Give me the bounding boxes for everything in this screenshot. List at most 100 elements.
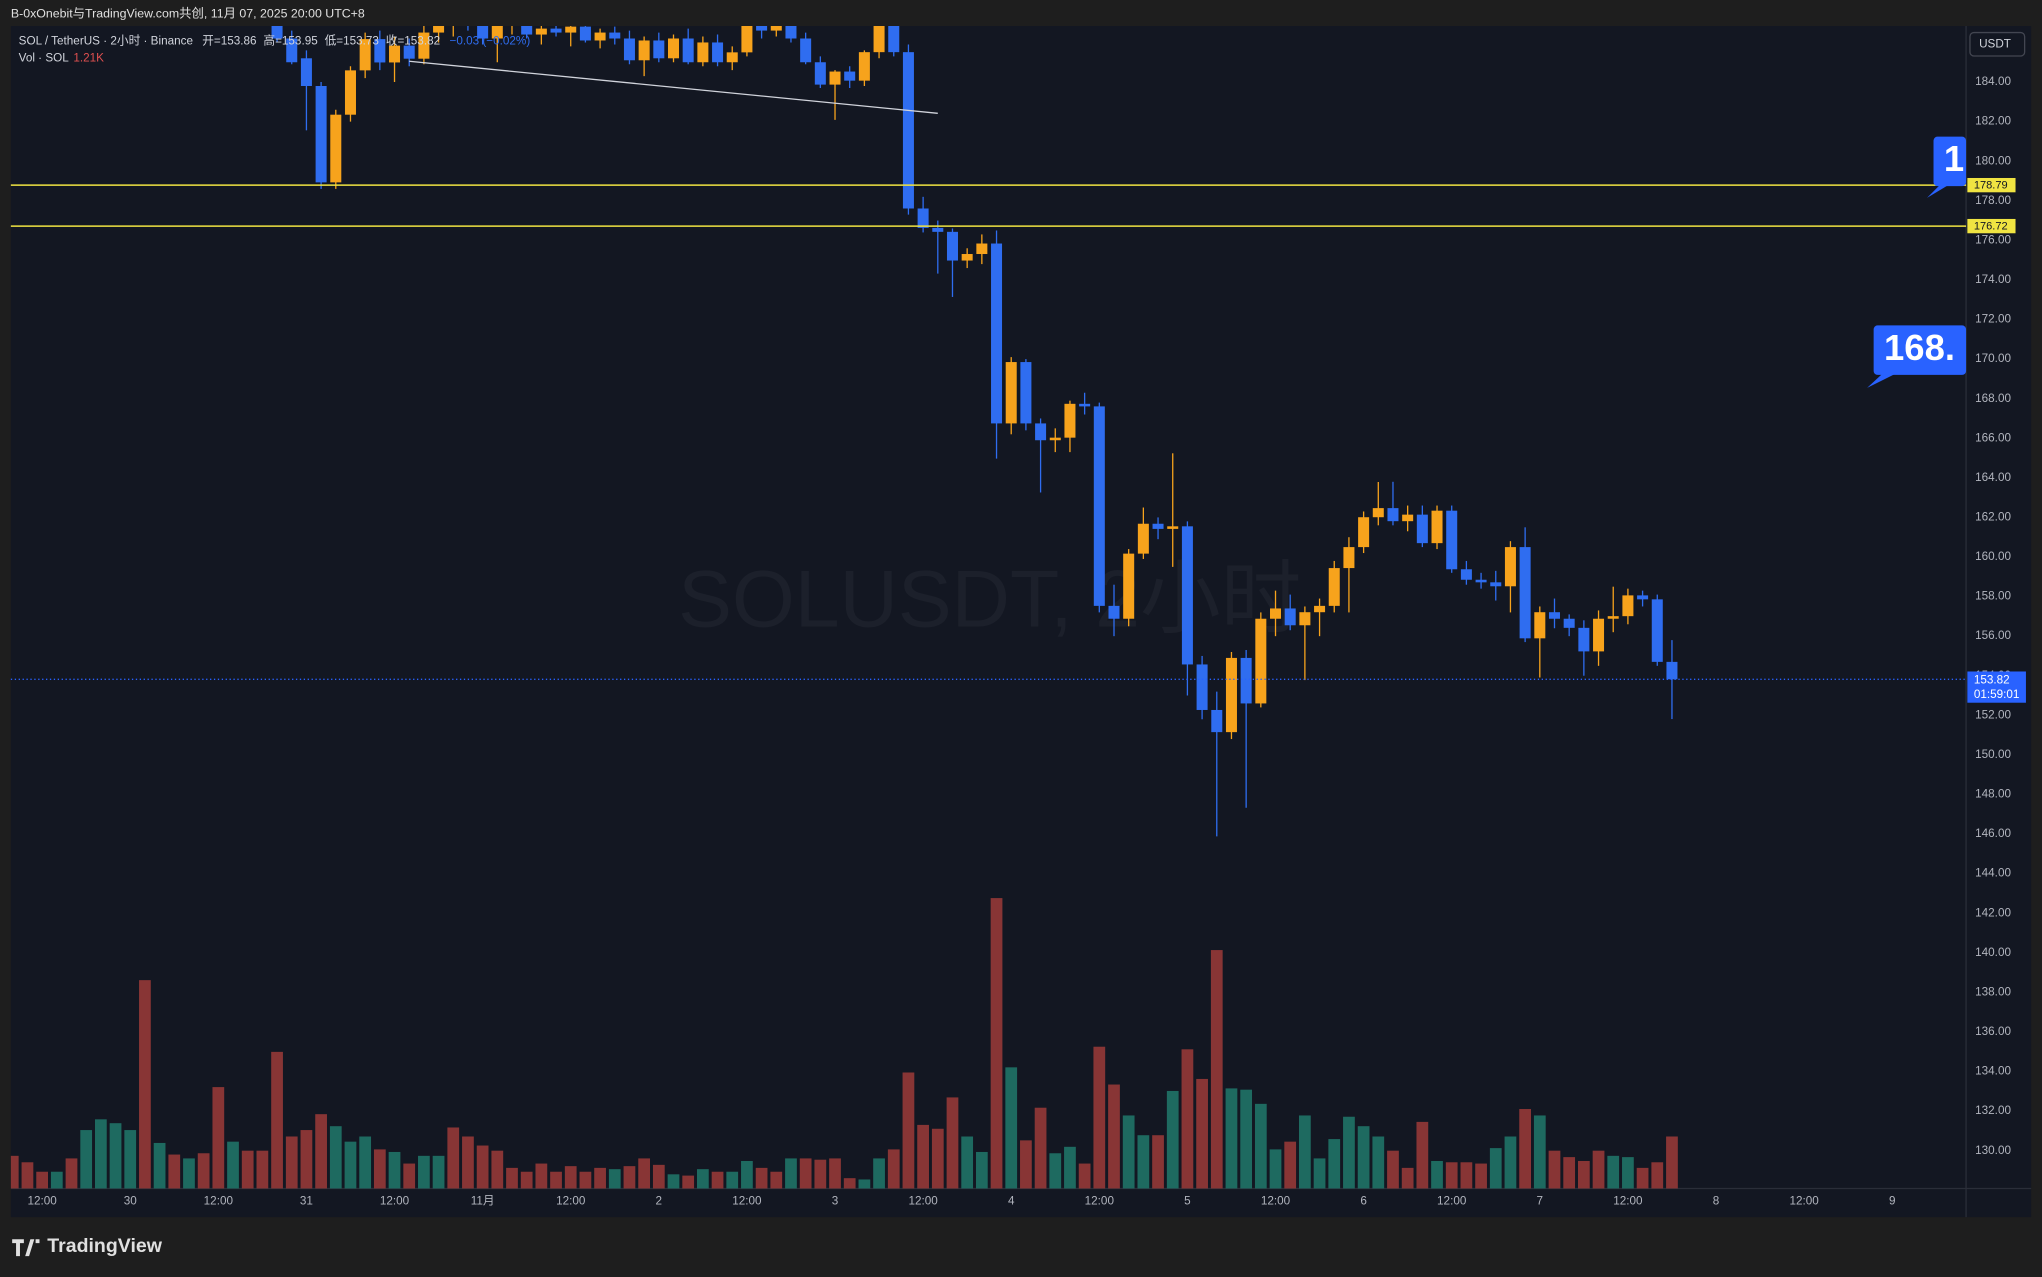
volume-bar [1181, 1049, 1194, 1189]
legend-symbol: SOL / TetherUS · 2小时 · Binance [19, 35, 193, 48]
candle-body [756, 26, 768, 31]
candle-body [1064, 403, 1076, 438]
volume-bar [1269, 1149, 1282, 1189]
volume-bar [755, 1167, 768, 1189]
candle-body [741, 26, 753, 53]
volume-bar [931, 1128, 944, 1189]
candle-body [1372, 508, 1384, 518]
candle-body [565, 26, 577, 33]
volume-bar [1666, 1136, 1678, 1189]
header-title: B-0xOnebit与TradingView.com共创, 11月 07, 20… [11, 7, 365, 21]
volume-bar [1137, 1135, 1150, 1189]
candle-body [389, 45, 401, 63]
volume-bar [990, 898, 1003, 1189]
legend-close: 收=153.82 [386, 34, 440, 48]
candle-body [359, 39, 371, 71]
x-tick-label: 2 [656, 1195, 663, 1208]
y-tick-label: 132.00 [1975, 1104, 2011, 1117]
currency-label[interactable]: USDT [1979, 37, 2011, 50]
currency-button[interactable] [1969, 31, 2026, 57]
volume-bar [1622, 1157, 1634, 1189]
volume-bar [814, 1159, 827, 1189]
candle-body [477, 26, 489, 39]
x-tick-label: 12:00 [1789, 1195, 1819, 1208]
volume-bar [1284, 1141, 1297, 1189]
x-tick-label: 12:00 [1085, 1195, 1115, 1208]
candle-body [1578, 627, 1590, 652]
y-tick-label: 146.00 [1975, 827, 2011, 840]
volume-bar [1299, 1115, 1311, 1189]
candle-body [1328, 568, 1340, 606]
volume-bar [1064, 1146, 1076, 1189]
candle-body [300, 58, 312, 86]
candle-body [902, 52, 914, 209]
volume-bar [1108, 1084, 1120, 1189]
volume-bar [1343, 1116, 1355, 1189]
volume-bar [36, 1171, 49, 1189]
volume-bar [946, 1097, 959, 1189]
volume-bar [432, 1155, 445, 1189]
y-tick-label: 144.00 [1975, 867, 2011, 880]
volume-bar [1548, 1150, 1561, 1189]
y-tick-label: 176.00 [1975, 233, 2011, 246]
volume-bar [256, 1150, 269, 1189]
candle-body [946, 231, 958, 261]
volume-bar [1416, 1121, 1429, 1189]
volume-bar [1093, 1046, 1106, 1189]
volume-bar [1445, 1162, 1458, 1189]
volume-bar [1636, 1167, 1649, 1189]
y-tick-label: 182.00 [1975, 115, 2011, 128]
brand: TradingView [47, 1235, 162, 1257]
x-tick-label: 12:00 [732, 1195, 762, 1208]
volume-bar [799, 1158, 812, 1189]
level-tag [1967, 218, 2016, 234]
volume-bar [476, 1145, 489, 1189]
volume-bar [315, 1114, 327, 1189]
candle-body [1123, 553, 1135, 619]
y-tick-label: 142.00 [1975, 906, 2011, 919]
volume-bar [1387, 1150, 1399, 1189]
legend-open: 开=153.86 [202, 35, 256, 48]
candle-body [1548, 612, 1560, 619]
chart-area [10, 26, 2032, 1218]
volume-bar [183, 1158, 195, 1189]
y-tick-label: 174.00 [1975, 273, 2011, 286]
legend-volume: Vol · SOL [19, 52, 70, 65]
volume-bar [917, 1124, 929, 1189]
x-tick-label: 30 [124, 1195, 138, 1208]
volume-bar [109, 1123, 122, 1189]
volume-bar [241, 1150, 254, 1189]
candle-body [1666, 661, 1678, 680]
candle-body [888, 26, 900, 53]
volume-bar [682, 1175, 695, 1189]
candle-body [991, 243, 1003, 424]
candle-body [344, 70, 356, 115]
candle-body [1108, 605, 1120, 619]
volume-bar [418, 1155, 430, 1189]
y-tick-label: 170.00 [1975, 352, 2011, 365]
x-tick-label: 3 [832, 1195, 839, 1208]
volume-bar [1328, 1139, 1341, 1189]
volume-bar [858, 1179, 871, 1189]
volume-bar [168, 1154, 181, 1189]
volume-bar [1152, 1135, 1164, 1189]
y-tick-label: 136.00 [1975, 1025, 2011, 1038]
candle-body [1402, 514, 1414, 522]
volume-bar [1607, 1155, 1620, 1189]
x-tick-label: 12:00 [204, 1195, 234, 1208]
volume-bar [564, 1166, 577, 1189]
candle-body [1446, 510, 1458, 570]
candle-body [1651, 599, 1663, 662]
volume-bar [65, 1158, 78, 1189]
volume-bar [388, 1151, 401, 1189]
candle-body [1343, 547, 1355, 569]
x-tick-label: 12:00 [556, 1195, 586, 1208]
volume-bar [373, 1149, 386, 1189]
candle-body [1167, 526, 1179, 529]
candle-body [1460, 569, 1472, 580]
candle-body [1416, 514, 1428, 544]
volume-bar [579, 1171, 592, 1189]
candle-body [1049, 437, 1061, 441]
volume-bar [975, 1151, 988, 1189]
volume-bar [1563, 1157, 1576, 1189]
